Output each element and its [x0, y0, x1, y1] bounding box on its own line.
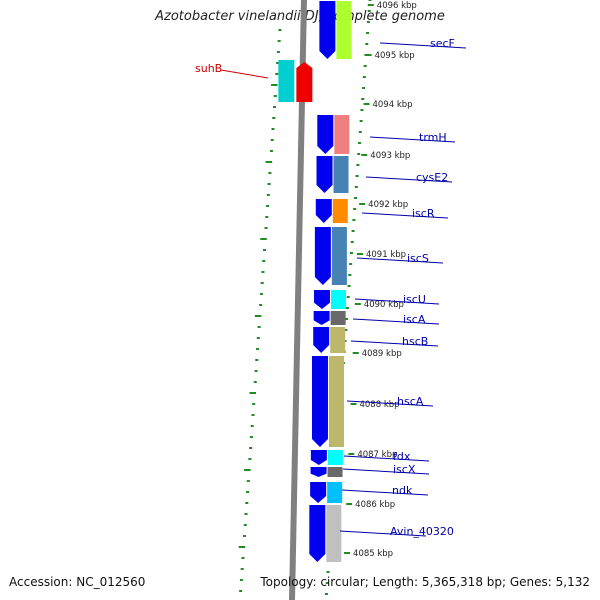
gene-feature-avin-40320 [326, 505, 342, 562]
gene-label-isca: iscA [403, 313, 426, 326]
gene-feature-secf [336, 1, 352, 59]
tick-label: 4088 kbp [359, 400, 399, 410]
cds-arrow-ndk [310, 482, 327, 503]
gene-label-ndk: ndk [392, 484, 413, 497]
tick-label: 4086 kbp [355, 500, 395, 510]
tick-label: 4090 kbp [364, 300, 404, 310]
label-connector [220, 69, 269, 79]
topology-label: Topology: circular; Length: 5,365,318 bp… [260, 575, 590, 589]
gene-label-iscr: iscR [412, 207, 435, 220]
cds-arrow-iscr [315, 199, 332, 223]
label-connector [350, 340, 439, 347]
gene-feature-iscs [331, 227, 347, 285]
tick-label: 4094 kbp [372, 100, 412, 110]
tick-label: 4085 kbp [353, 549, 393, 559]
gene-feature-iscx [327, 467, 343, 477]
cds-arrow-trmh [317, 115, 334, 154]
label-connector [346, 400, 434, 407]
gene-label-cyse2: cysE2 [416, 171, 448, 184]
tick-label: 4089 kbp [362, 349, 402, 359]
gene-feature-suhb [278, 60, 295, 102]
rna-feature-suhb [296, 62, 313, 102]
label-connector [342, 468, 430, 475]
gene-label-iscx: iscX [393, 463, 416, 476]
gene-feature-iscu [331, 290, 347, 309]
gene-label-suhb: suhB [195, 62, 222, 75]
cds-arrow-hsca [311, 356, 328, 447]
gene-feature-trmh [334, 115, 350, 154]
label-connector [341, 489, 429, 496]
label-connector [361, 212, 449, 219]
tick-label: 4091 kbp [366, 250, 406, 260]
cds-arrow-iscu [314, 290, 331, 309]
cds-arrow-iscs [314, 227, 331, 285]
gene-track [278, 1, 352, 562]
cds-arrow-isca [313, 311, 330, 325]
gene-feature-hscb [330, 327, 346, 353]
cds-arrow-secf [319, 1, 336, 59]
tick-label: 4096 kbp [377, 1, 417, 11]
gene-feature-ndk [327, 482, 343, 503]
cds-arrow-iscx [310, 467, 327, 477]
label-connector [365, 176, 453, 183]
label-connector [339, 530, 427, 537]
gene-label-avin-40320: Avin_40320 [390, 525, 454, 538]
accession-label: Accession: NC_012560 [9, 575, 146, 589]
gene-feature-hsca [328, 356, 344, 447]
gene-feature-isca [330, 311, 346, 325]
gene-feature-fdx [327, 450, 343, 465]
label-connector [369, 136, 456, 143]
label-connector [352, 318, 440, 325]
label-connector [343, 455, 430, 462]
outer-dotted-ring [238, 29, 282, 592]
map-title: Azotobacter vinelandii DJ, complete geno… [155, 9, 445, 24]
cds-arrow-cyse2 [316, 156, 333, 193]
cds-arrow-fdx [310, 450, 327, 465]
gene-label-iscu: iscU [403, 293, 426, 306]
gene-feature-cyse2 [333, 156, 349, 193]
tick-label: 4092 kbp [368, 200, 408, 210]
gene-label-iscs: iscS [407, 252, 429, 265]
tick-label: 4093 kbp [370, 151, 410, 161]
label-connector [354, 298, 440, 305]
gene-feature-iscr [332, 199, 348, 223]
cds-arrow-hscb [313, 327, 330, 353]
gene-label-hsca: hscA [397, 395, 424, 408]
label-connector [356, 257, 444, 264]
cds-arrow-avin-40320 [309, 505, 326, 562]
gene-label-fdx: fdx [393, 450, 411, 463]
tick-label: 4095 kbp [375, 51, 415, 61]
gene-label-hscb: hscB [402, 335, 428, 348]
scale-ticks: 4096 kbp 4095 kbp 4094 kbp 4093 kbp 4092 kbp… [344, 1, 417, 559]
tick-label: 4087 kbp [357, 450, 397, 460]
label-connector [379, 42, 467, 49]
gene-labels: secF suhB trmH cysE2 iscR iscS iscU iscA hscB hsc… [195, 37, 467, 538]
gene-label-secf: secF [430, 37, 455, 50]
gene-label-trmh: trmH [419, 131, 447, 144]
